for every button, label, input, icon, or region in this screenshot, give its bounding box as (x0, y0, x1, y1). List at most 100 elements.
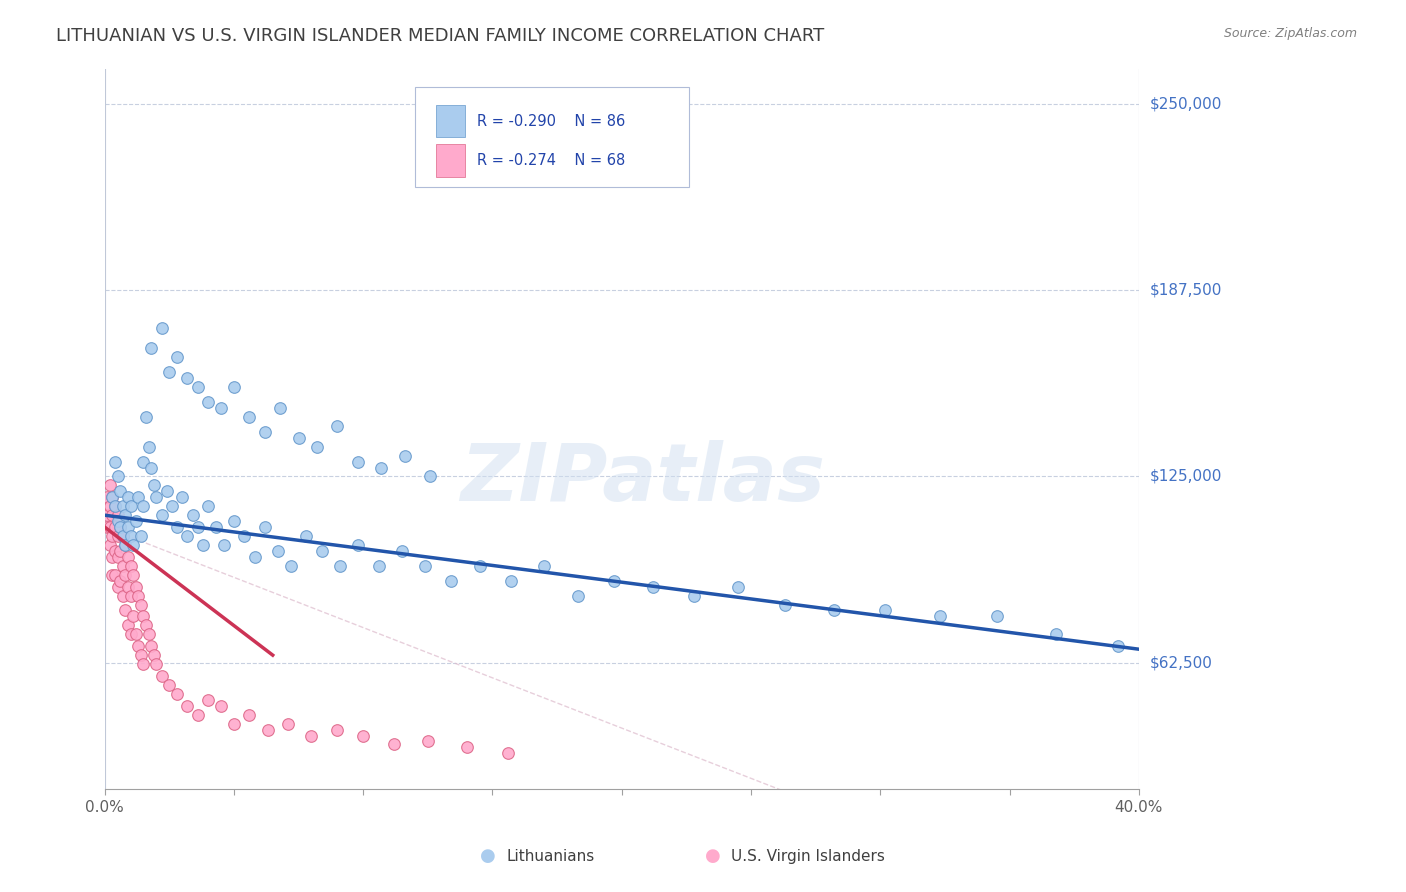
Point (150, 508, 173, 523)
Point (104, 520, 127, 534)
Point (238, 409, 260, 424)
Point (127, 491, 149, 505)
Point (295, 529, 318, 543)
Point (329, 558, 352, 573)
FancyBboxPatch shape (436, 145, 464, 177)
Point (114, 508, 136, 523)
Point (96, 491, 118, 505)
Point (499, 574, 522, 588)
Point (117, 491, 139, 505)
Point (107, 469, 129, 483)
Point (773, 598, 796, 612)
Point (135, 618, 157, 632)
Point (533, 558, 555, 573)
Point (156, 484, 179, 499)
Point (107, 508, 129, 523)
Point (122, 567, 145, 582)
Point (683, 589, 706, 603)
Point (197, 693, 219, 707)
Point (122, 538, 145, 552)
Text: Source: ZipAtlas.com: Source: ZipAtlas.com (1223, 27, 1357, 40)
Point (125, 580, 148, 594)
Point (233, 529, 256, 543)
FancyBboxPatch shape (415, 87, 689, 187)
Point (176, 529, 198, 543)
Point (101, 491, 124, 505)
Point (641, 580, 664, 594)
Point (166, 520, 188, 534)
Point (823, 603, 845, 617)
Point (287, 431, 309, 445)
Point (391, 544, 413, 558)
Point (96, 508, 118, 523)
Point (157, 678, 180, 692)
Point (875, 603, 897, 617)
Point (114, 567, 136, 582)
Point (98, 500, 121, 514)
Point (127, 589, 149, 603)
Point (98, 478, 121, 492)
Point (104, 500, 127, 514)
Point (135, 409, 157, 424)
Text: R = -0.274    N = 68: R = -0.274 N = 68 (477, 153, 626, 168)
Point (145, 491, 167, 505)
Point (101, 549, 124, 564)
Point (120, 627, 142, 641)
Point (326, 418, 349, 433)
Point (205, 520, 228, 534)
Point (111, 500, 134, 514)
Point (120, 500, 142, 514)
Point (129, 648, 152, 662)
Point (132, 500, 155, 514)
Point (166, 351, 188, 365)
Point (141, 342, 163, 356)
Point (243, 549, 266, 564)
Point (142, 478, 165, 492)
Point (120, 529, 142, 543)
Point (181, 508, 204, 523)
Point (347, 538, 370, 552)
Point (129, 529, 152, 543)
Text: $62,500: $62,500 (1150, 655, 1213, 670)
Point (238, 707, 260, 722)
Point (104, 454, 127, 468)
Point (111, 589, 134, 603)
Point (122, 609, 145, 624)
Point (108, 574, 131, 588)
Point (416, 734, 439, 748)
Point (132, 454, 155, 468)
Point (267, 544, 290, 558)
Point (197, 500, 219, 514)
Point (326, 723, 349, 737)
Point (145, 657, 167, 671)
Point (104, 544, 127, 558)
Point (111, 529, 134, 543)
Point (187, 707, 209, 722)
Point (150, 669, 173, 683)
Point (127, 639, 149, 653)
Point (117, 549, 139, 564)
Point (456, 740, 478, 755)
Point (191, 538, 214, 552)
Point (107, 514, 129, 528)
Point (104, 567, 127, 582)
Point (101, 529, 124, 543)
Point (108, 544, 131, 558)
Point (114, 538, 136, 552)
Point (108, 520, 131, 534)
Point (125, 627, 148, 641)
Point (108, 484, 131, 499)
Point (253, 520, 276, 534)
Point (928, 609, 950, 624)
Point (101, 567, 124, 582)
Point (132, 657, 155, 671)
Point (114, 603, 136, 617)
Point (98, 538, 121, 552)
Point (141, 460, 163, 475)
Point (150, 320, 173, 334)
Point (114, 538, 136, 552)
Point (209, 698, 232, 713)
Point (187, 520, 209, 534)
Point (212, 538, 235, 552)
Point (222, 514, 245, 528)
